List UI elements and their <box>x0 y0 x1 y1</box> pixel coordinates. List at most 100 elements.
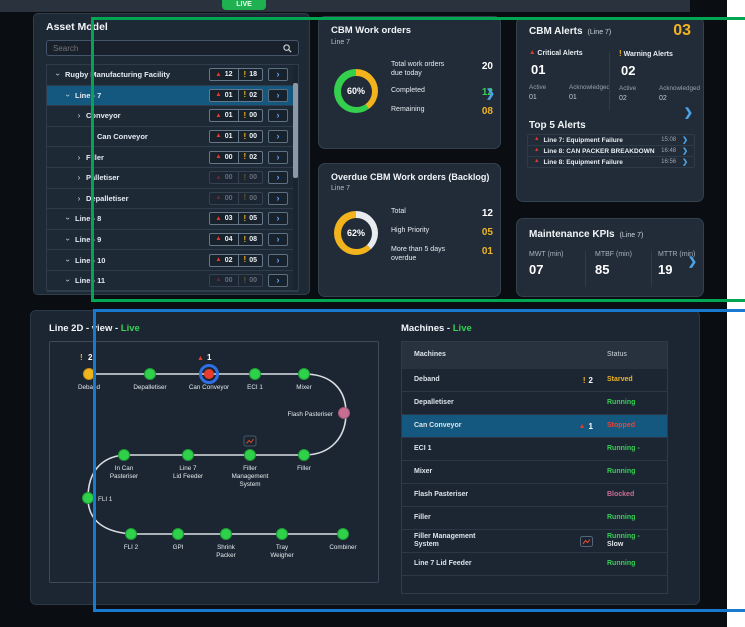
critical-triangle-icon: ▲ <box>534 147 540 154</box>
overdue5-value: 01 <box>481 246 493 257</box>
node-in-can-pasteriser[interactable] <box>118 449 130 461</box>
node-shrink-packer[interactable] <box>220 528 232 540</box>
machine-row-eci-1[interactable]: ECI 1 Running - <box>402 438 667 461</box>
node-gpi[interactable] <box>172 528 184 540</box>
alerts-line: (Line 7) <box>587 29 612 36</box>
critical-active-value: 01 <box>529 94 537 101</box>
svg-text:Combiner: Combiner <box>329 544 356 551</box>
asset-model-panel: Asset Model › Rugby Manufacturing Facili… <box>33 13 310 295</box>
critical-triangle-icon: ▲ <box>215 132 222 140</box>
node-line7-lid-feeder[interactable] <box>182 449 194 461</box>
drilldown-button[interactable]: › <box>268 88 288 102</box>
tree-row-label: Can Conveyor <box>97 132 148 142</box>
drilldown-button[interactable]: › <box>268 233 288 247</box>
chevron-down-icon[interactable]: › <box>63 238 73 241</box>
alerts-chevron-right-icon[interactable]: ❯ <box>683 107 693 119</box>
machine-row-filler-management-system[interactable]: Filler Management System Running - Slow <box>402 530 667 553</box>
node-fli-1[interactable] <box>82 492 94 504</box>
tree-scrollbar-thumb[interactable] <box>293 83 298 178</box>
critical-count: 03 <box>224 215 233 223</box>
machine-row-flash-pasteriser[interactable]: Flash Pasteriser Blocked <box>402 484 667 507</box>
critical-triangle-icon: ▲ <box>215 70 222 78</box>
alert-item-chevron-right-icon[interactable]: ❯ <box>682 158 688 166</box>
chevron-right-icon[interactable]: › <box>77 111 81 121</box>
drilldown-button[interactable]: › <box>268 191 288 205</box>
node-fli-2[interactable] <box>125 528 137 540</box>
machine-row-depalletiser[interactable]: Depalletiser Running <box>402 392 667 415</box>
tree-row-line-10[interactable]: › Line - 10 ▲ 02! 05 › <box>47 250 298 271</box>
machine-status: Running - Slow <box>607 532 640 548</box>
machine-row-mixer[interactable]: Mixer Running <box>402 461 667 484</box>
kpis-chevron-right-icon[interactable]: ❯ <box>687 256 697 268</box>
total-wo-label: Total work orders due today <box>391 61 445 77</box>
machine-row-deband[interactable]: Deband ! 2 Starved <box>402 369 667 392</box>
drilldown-button[interactable]: › <box>268 68 288 82</box>
chevron-down-icon[interactable]: › <box>53 73 63 77</box>
live-button[interactable]: LIVE <box>222 0 266 10</box>
drilldown-button[interactable]: › <box>268 130 288 144</box>
mwt-value: 07 <box>529 262 544 277</box>
warning-count: 00 <box>249 194 257 202</box>
chevron-down-icon[interactable]: › <box>63 94 73 97</box>
alert-badges: ▲ 02! 05 › <box>209 253 288 267</box>
warning-count: 05 <box>249 256 257 264</box>
machine-row-can-conveyor[interactable]: Can Conveyor ▲ 1 Stopped <box>402 415 667 438</box>
alert-list-item[interactable]: ▲ Line 8: Equipment Failure 16:56 ❯ <box>527 156 695 168</box>
tree-row-conveyor[interactable]: › Conveyor ▲ 01! 00 › <box>47 106 298 127</box>
chevron-right-icon[interactable]: › <box>77 152 81 162</box>
tree-row-can-conveyor[interactable]: Can Conveyor ▲ 01! 00 › <box>47 127 298 148</box>
drilldown-button[interactable]: › <box>268 171 288 185</box>
header-status: Status <box>607 351 627 359</box>
warning-count: 02 <box>249 91 257 99</box>
machine-row-line7-lid-feeder[interactable]: Line 7 Lid Feeder Running <box>402 553 667 576</box>
work-orders-donut: 60% <box>334 69 378 113</box>
alert-item-chevron-right-icon[interactable]: ❯ <box>682 136 688 144</box>
critical-triangle-icon: ▲ <box>215 91 222 99</box>
drilldown-button[interactable]: › <box>268 150 288 164</box>
search-input[interactable] <box>53 43 283 53</box>
chevron-right-icon[interactable]: › <box>77 193 81 203</box>
tree-row-filler[interactable]: › Filler ▲ 00! 02 › <box>47 147 298 168</box>
drilldown-button[interactable]: › <box>268 253 288 267</box>
node-combiner[interactable] <box>337 528 349 540</box>
node-eci-1[interactable] <box>249 368 261 380</box>
warning-exclamation-icon: ! <box>243 131 247 141</box>
chevron-down-icon[interactable]: › <box>63 217 73 221</box>
warning-alerts-block: ! Warning Alerts 02 Active 02 Acknowledge… <box>619 50 700 103</box>
warning-exclamation-icon: ! <box>243 213 247 223</box>
svg-text:Can Conveyor: Can Conveyor <box>189 384 229 391</box>
node-depalletiser[interactable] <box>144 368 156 380</box>
work-orders-chevron-right-icon[interactable]: ❯ <box>485 88 495 100</box>
alert-item-chevron-right-icon[interactable]: ❯ <box>682 147 688 155</box>
machine-row-filler[interactable]: Filler Running <box>402 507 667 530</box>
alert-badges: ▲ 00! 00 › <box>209 171 288 185</box>
tree-row-palletiser[interactable]: › Palletiser ▲ 00! 00 › <box>47 168 298 189</box>
node-mixer[interactable] <box>298 368 310 380</box>
alerts-divider <box>609 52 610 110</box>
tree-row-line-9[interactable]: › Line - 9 ▲ 04! 08 › <box>47 230 298 251</box>
chevron-down-icon[interactable]: › <box>63 258 73 262</box>
tree-row-line-7[interactable]: › Line - 7 ▲ 01! 02 › <box>47 85 298 107</box>
node-tray-weigher[interactable] <box>276 528 288 540</box>
completed-label: Completed <box>391 86 425 94</box>
alert-count: 1 <box>588 421 593 431</box>
chevron-right-icon[interactable]: › <box>77 173 81 183</box>
alert-count: 2 <box>588 375 593 385</box>
drilldown-button[interactable]: › <box>268 274 288 288</box>
tree-scrollbar[interactable] <box>293 65 298 290</box>
tree-row-line-8[interactable]: › Line - 8 ▲ 03! 05 › <box>47 209 298 230</box>
machine-status: Running <box>607 467 636 475</box>
node-can-conveyor[interactable] <box>204 369 214 379</box>
node-filler-management-system[interactable] <box>244 449 256 461</box>
tree-row-line-11[interactable]: › Line - 11 ▲ 00! 00 › <box>47 271 298 292</box>
tree-row-depalletiser[interactable]: › Depalletiser ▲ 00! 00 › <box>47 189 298 210</box>
node-filler[interactable] <box>298 449 310 461</box>
drilldown-button[interactable]: › <box>268 212 288 226</box>
tree-row-rugby-facility[interactable]: › Rugby Manufacturing Facility ▲ 12! 18 › <box>47 65 298 86</box>
chevron-down-icon[interactable]: › <box>63 279 73 283</box>
node-flash-pasteriser[interactable] <box>338 407 350 419</box>
drilldown-button[interactable]: › <box>268 109 288 123</box>
search-icon[interactable] <box>283 43 292 53</box>
node-deband[interactable] <box>83 368 95 380</box>
critical-triangle-icon: ▲ <box>215 235 222 243</box>
